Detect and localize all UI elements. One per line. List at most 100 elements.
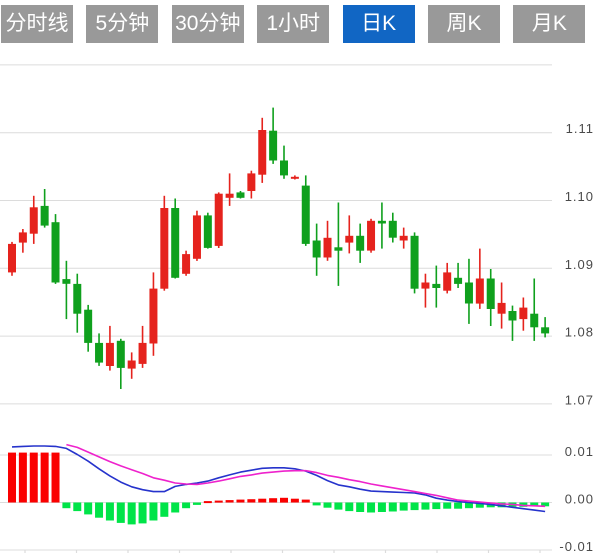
candle-up xyxy=(475,248,484,309)
candle-up xyxy=(443,262,452,294)
dif-line xyxy=(11,445,546,513)
candle-wick xyxy=(457,262,459,288)
candle-down xyxy=(171,198,180,279)
candle-body xyxy=(475,278,484,304)
candle-wick xyxy=(348,215,351,254)
candle-up xyxy=(421,273,430,308)
candle-body xyxy=(225,193,234,198)
candle-down xyxy=(388,212,397,243)
macd-histogram-bar xyxy=(95,502,104,518)
candle-body xyxy=(497,302,506,314)
candle-wick xyxy=(533,278,536,341)
candle-body xyxy=(399,235,408,241)
candle-body xyxy=(149,288,158,344)
candle-body xyxy=(73,283,82,314)
tab-monthly-k[interactable]: 月K xyxy=(513,5,586,43)
candle-down xyxy=(377,202,386,249)
candle-body xyxy=(84,309,93,343)
candle-body xyxy=(203,215,212,248)
candle-up xyxy=(105,325,114,371)
candle-body xyxy=(421,282,430,289)
candle-up xyxy=(323,220,332,261)
tab-daily-k[interactable]: 日K xyxy=(342,5,415,43)
macd-histogram-bar xyxy=(138,502,147,524)
candle-down xyxy=(62,260,71,320)
candle-down xyxy=(236,191,245,199)
candle-wick xyxy=(424,273,427,308)
candle-down xyxy=(541,317,550,338)
candle-body xyxy=(160,208,169,289)
macd-histogram-bar xyxy=(116,502,125,523)
macd-histogram-bar xyxy=(323,502,332,508)
macd-histogram-bar xyxy=(454,502,463,509)
candle-body xyxy=(116,340,125,368)
macd-histogram-bar xyxy=(236,499,245,503)
candle-body xyxy=(367,220,376,251)
candle-up xyxy=(182,250,191,276)
candle-body xyxy=(182,254,191,274)
tab-time-share[interactable]: 分时线 xyxy=(1,5,73,43)
candle-body xyxy=(410,235,419,289)
candle-body xyxy=(258,130,267,175)
macd-histogram-bar xyxy=(356,502,365,512)
macd-histogram-bar xyxy=(225,500,234,503)
candle-down xyxy=(40,189,49,228)
candle-up xyxy=(29,195,38,244)
candle-body xyxy=(432,283,441,288)
candle-down xyxy=(508,305,517,341)
candle-body xyxy=(127,360,136,369)
price-axis-label: 1.09 xyxy=(565,257,594,272)
period-tab-bar: 分时线 5分钟 30分钟 1小时 日K 周K 月K xyxy=(0,0,608,48)
tab-30min[interactable]: 30分钟 xyxy=(171,5,244,43)
candle-down xyxy=(432,265,441,308)
candle-down xyxy=(301,175,310,246)
candle-up xyxy=(290,175,299,180)
candle-body xyxy=(508,311,517,321)
macd-histogram-bar xyxy=(367,502,376,513)
macd-histogram-bar xyxy=(192,502,201,505)
candle-down xyxy=(530,278,539,341)
candle-down xyxy=(203,212,212,249)
price-axis-label: 1.07 xyxy=(565,392,594,407)
candle-up xyxy=(192,210,201,261)
macd-histogram-bar xyxy=(443,502,452,509)
macd-histogram-bar xyxy=(127,502,136,525)
candle-body xyxy=(356,235,365,251)
candle-up xyxy=(149,272,158,356)
tab-weekly-k[interactable]: 周K xyxy=(428,5,500,43)
candle-wick xyxy=(381,202,383,249)
candle-up xyxy=(519,297,528,331)
candle-down xyxy=(454,262,463,288)
candle-wick xyxy=(337,202,340,286)
candle-down xyxy=(95,333,104,366)
macd-histogram-bar xyxy=(73,502,82,512)
candle-down xyxy=(116,338,125,389)
candle-body xyxy=(171,208,180,278)
candle-up xyxy=(399,227,408,249)
macd-histogram-bar xyxy=(51,452,60,503)
candle-up xyxy=(497,282,506,329)
macd-histogram-bar xyxy=(290,498,299,503)
tab-5min[interactable]: 5分钟 xyxy=(86,5,159,43)
candle-body xyxy=(454,277,463,284)
macd-histogram-bar xyxy=(377,502,386,512)
candle-down xyxy=(356,223,365,263)
candle-body xyxy=(530,313,539,328)
candle-body xyxy=(192,215,201,259)
candle-up xyxy=(214,192,223,248)
candle-body xyxy=(236,192,245,198)
macd-histogram-bar xyxy=(280,497,288,503)
candle-body xyxy=(8,243,16,273)
candle-down xyxy=(84,304,93,352)
candle-body xyxy=(519,307,528,320)
macd-histogram-bar xyxy=(171,502,180,513)
macd-axis-label: 0.01 xyxy=(565,444,594,459)
macd-histogram-bar xyxy=(40,452,49,503)
tab-1hour[interactable]: 1小时 xyxy=(257,5,330,43)
candle-body xyxy=(334,247,343,251)
candle-up xyxy=(258,117,267,183)
macd-histogram-bar xyxy=(258,498,267,503)
macd-histogram-bar xyxy=(8,452,16,503)
